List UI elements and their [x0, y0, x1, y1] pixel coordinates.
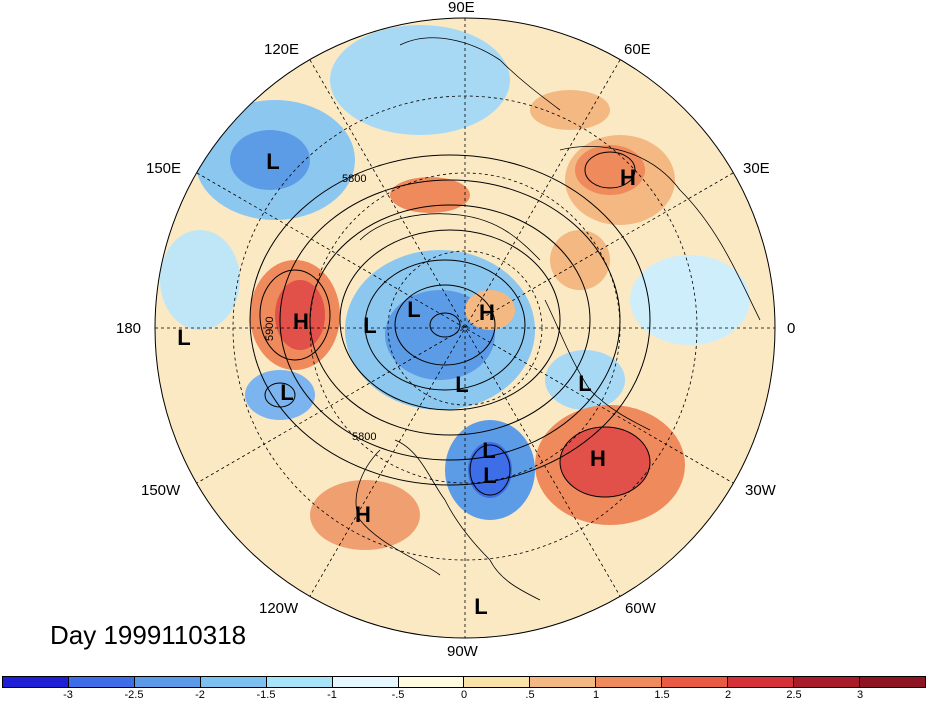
- colorbar-swatch: [398, 677, 465, 687]
- colorbar-swatch: [3, 677, 69, 687]
- colorbar-swatch: [200, 677, 267, 687]
- low-center: L: [177, 325, 191, 350]
- colorbar-swatch: [68, 677, 135, 687]
- colorbar-tick-label: 1.5: [654, 689, 670, 701]
- graticule: [155, 18, 775, 638]
- colorbar-swatch: [728, 677, 795, 687]
- colorbar-tick-label: -2: [195, 689, 205, 701]
- lon-label-60e: 60E: [624, 41, 651, 58]
- colorbar-tick-label: 2: [724, 689, 732, 701]
- high-center: H: [620, 165, 636, 190]
- colorbar-tick-label: -1: [327, 689, 337, 701]
- low-center: L: [474, 594, 488, 619]
- colorbar-swatch: [464, 677, 531, 687]
- colorbar-swatch: [859, 677, 925, 687]
- colorbar-swatch: [530, 677, 597, 687]
- lon-label-60w: 60W: [625, 600, 656, 617]
- low-center: L: [266, 149, 280, 174]
- colorbar-tick-label: -.5: [391, 689, 405, 701]
- colorbar-swatch: [134, 677, 201, 687]
- high-center: H: [355, 502, 371, 527]
- colorbar-tick-label: -1.5: [256, 689, 276, 701]
- colorbar-swatch: [596, 677, 663, 687]
- colorbar-tick-label: -3: [63, 689, 73, 701]
- low-center: L: [578, 371, 592, 396]
- high-center: H: [479, 300, 495, 325]
- low-center: L: [280, 380, 294, 405]
- lon-label-150e: 150E: [146, 160, 182, 177]
- lon-label-120e: 120E: [264, 41, 300, 58]
- lon-label-90e: 90E: [448, 0, 475, 16]
- lon-label-120w: 120W: [259, 600, 299, 617]
- lon-label-30e: 30E: [743, 160, 770, 177]
- colorbar-swatch: [332, 677, 399, 687]
- colorbar-swatch: [794, 677, 860, 687]
- colorbar-swatch: [662, 677, 729, 687]
- colorbar-tick-label: 3: [856, 689, 864, 701]
- lon-label-30w: 30W: [745, 482, 776, 499]
- coastlines: [355, 37, 761, 601]
- colorbar-tick-label: -2.5: [124, 689, 144, 701]
- low-center: L: [483, 463, 497, 488]
- lon-label-180: 180: [116, 320, 142, 337]
- low-center: L: [363, 313, 377, 338]
- low-center: L: [455, 372, 469, 397]
- contour-label: 5800: [342, 173, 366, 185]
- lon-label-0: 0: [787, 320, 796, 337]
- low-center: L: [482, 438, 496, 463]
- high-center: H: [590, 446, 606, 471]
- lon-label-150w: 150W: [141, 482, 181, 499]
- colorbar-tick-label: 0: [460, 689, 468, 701]
- colorbar-tick-label: 1: [592, 689, 600, 701]
- colorbar-tick-label: 2.5: [786, 689, 802, 701]
- colorbar-tick-label: .5: [525, 689, 535, 701]
- contour-label: 5900: [264, 317, 276, 341]
- lon-label-90w: 90W: [447, 643, 478, 660]
- low-center: L: [407, 297, 421, 322]
- date-title: Day 1999110318: [50, 620, 247, 650]
- colorbar-swatch: [266, 677, 333, 687]
- contour-label: 5800: [352, 431, 376, 443]
- colorbar: [2, 676, 926, 688]
- high-center: H: [293, 309, 309, 334]
- height-contours: [249, 151, 651, 498]
